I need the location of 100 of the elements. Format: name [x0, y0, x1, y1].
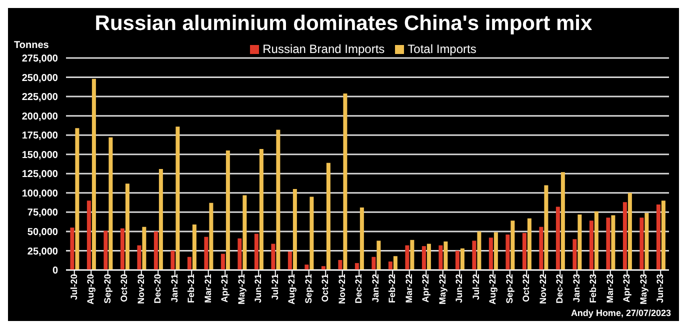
bar [578, 214, 582, 270]
x-tick-label: Dec-22 [554, 274, 565, 304]
bar [606, 218, 610, 270]
x-tick-label: May-21 [236, 274, 246, 305]
bar [594, 211, 598, 270]
x-tick-label: Jun-21 [253, 274, 264, 304]
x-tick-label: Mar-22 [404, 274, 414, 304]
bar [104, 230, 108, 270]
bar [544, 185, 548, 270]
bar [220, 254, 225, 270]
y-axis-title: Tonnes [14, 40, 49, 51]
bar [154, 231, 158, 270]
x-tick-label: Nov-20 [136, 274, 146, 304]
bar [611, 215, 616, 270]
x-tick-label: Feb-22 [387, 274, 398, 304]
x-tick-label: Feb-21 [186, 274, 196, 304]
x-tick-label: Jan-22 [370, 274, 380, 303]
bar [170, 250, 175, 270]
x-tick-label: Jul-20 [68, 274, 79, 300]
legend-label: Russian Brand Imports [262, 42, 385, 56]
bar [354, 263, 359, 270]
text: Andy Home, 27/07/2023 [570, 308, 671, 318]
bar [70, 228, 74, 270]
bar [92, 78, 96, 270]
bar [444, 241, 448, 270]
bar [372, 256, 376, 270]
bar [656, 204, 660, 270]
bar [426, 244, 431, 270]
x-tick-label: Apr-23 [622, 274, 632, 303]
bar [108, 137, 113, 270]
bar [292, 189, 297, 270]
bar [158, 169, 163, 270]
y-tick-label: 100,000 [22, 188, 58, 200]
x-tick-label: Jan-21 [169, 274, 180, 303]
x-tick-label: Jul-21 [270, 274, 280, 300]
x-tick-label: Jun-23 [655, 274, 666, 304]
bar [242, 195, 247, 270]
bar [209, 202, 214, 270]
bar [510, 220, 515, 270]
bar [204, 236, 208, 270]
bar [326, 162, 330, 270]
bar [276, 130, 280, 270]
bar [75, 128, 80, 270]
bar [254, 234, 258, 270]
bar [560, 172, 565, 270]
x-tick-label: Aug-21 [286, 274, 297, 305]
bar [142, 226, 146, 270]
x-tick-label: Dec-20 [152, 274, 163, 304]
bar [304, 264, 309, 270]
bar [572, 239, 577, 270]
x-tick-label: May-23 [638, 274, 648, 305]
bar [187, 256, 192, 270]
x-tick-label: Feb-23 [588, 274, 598, 304]
bar [343, 93, 348, 270]
bar [477, 231, 482, 270]
y-tick-label: 25,000 [27, 246, 58, 258]
bar [410, 240, 414, 270]
bar [539, 226, 544, 270]
bar [120, 228, 124, 270]
x-tick-label: Sep-22 [504, 274, 514, 304]
bar [527, 218, 532, 270]
bar [455, 250, 460, 270]
y-tick-label: 50,000 [27, 227, 58, 238]
bar [522, 232, 526, 270]
bar [125, 184, 130, 270]
x-tick-label: May-22 [437, 274, 448, 305]
bar [338, 260, 342, 270]
x-tick-label: Aug-22 [488, 274, 498, 305]
y-tick-label: 125,000 [22, 169, 58, 180]
y-tick-label: 275,000 [22, 54, 58, 65]
bar [472, 240, 476, 270]
x-tick-label: Nov-21 [336, 274, 347, 304]
x-tick-label: Apr-22 [420, 274, 431, 303]
x-tick-label: Sep-21 [303, 274, 314, 304]
x-tick-label: Oct-21 [320, 274, 330, 302]
bar [488, 238, 493, 270]
bar [422, 246, 426, 270]
bar [226, 150, 230, 270]
y-tick-label: 175,000 [22, 130, 58, 142]
bar [271, 244, 276, 270]
bar [628, 192, 632, 270]
bar [405, 245, 410, 270]
x-tick-label: Dec-21 [354, 274, 364, 304]
bar [86, 200, 91, 270]
bar [589, 220, 594, 270]
bar [388, 262, 392, 270]
x-tick-label: Jun-22 [454, 274, 464, 304]
bar [137, 245, 142, 270]
x-tick-label: Sep-20 [102, 274, 112, 304]
bar [640, 218, 644, 270]
y-tick-label: 200,000 [22, 111, 58, 122]
x-tick-label: Mar-21 [202, 274, 213, 304]
bar [438, 245, 443, 270]
x-tick-label: Mar-23 [604, 274, 615, 304]
bar [192, 224, 196, 270]
bar [622, 202, 627, 270]
x-tick-label: Oct-22 [521, 274, 532, 302]
bar [460, 248, 464, 270]
x-tick-label: Jan-23 [571, 274, 582, 303]
x-tick-label: Nov-22 [538, 274, 548, 304]
